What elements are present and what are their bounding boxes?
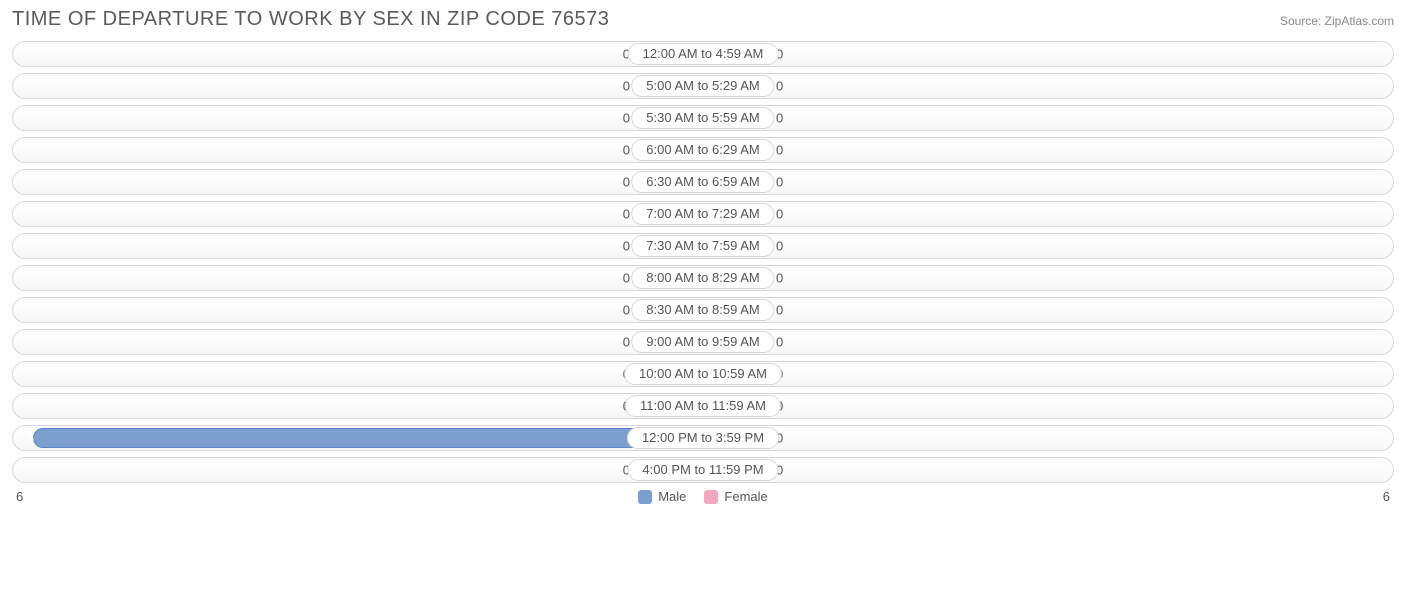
legend-item-male: Male [638, 489, 686, 504]
bar-row: 0 06:30 AM to 6:59 AM [12, 169, 1394, 195]
value-female: 0 [776, 143, 783, 158]
value-female: 0 [776, 239, 783, 254]
value-female: 0 [776, 175, 783, 190]
bar-row: 004:00 PM to 11:59 PM [12, 457, 1394, 483]
bar-row: 0 08:00 AM to 8:29 AM [12, 265, 1394, 291]
bar-row: 0012:00 AM to 4:59 AM [12, 41, 1394, 67]
value-male: 0 [623, 207, 630, 222]
chart-rows: 0012:00 AM to 4:59 AM005:00 AM to 5:29 A… [12, 41, 1394, 483]
chart-source: Source: ZipAtlas.com [1280, 14, 1394, 28]
value-male: 6 [27, 431, 34, 446]
axis-max-left: 6 [12, 489, 23, 504]
legend-label-male: Male [658, 489, 686, 504]
row-category-label: 7:00 AM to 7:29 AM [631, 203, 774, 225]
row-category-label: 12:00 PM to 3:59 PM [627, 427, 779, 449]
value-female: 0 [776, 335, 783, 350]
value-male: 0 [623, 239, 630, 254]
value-male: 0 [623, 335, 630, 350]
value-male: 0 [623, 111, 630, 126]
value-male: 0 [623, 175, 630, 190]
row-category-label: 9:00 AM to 9:59 AM [631, 331, 774, 353]
value-female: 0 [776, 111, 783, 126]
row-category-label: 6:00 AM to 6:29 AM [631, 139, 774, 161]
legend-label-female: Female [724, 489, 767, 504]
chart-legend: Male Female [638, 489, 768, 504]
bar-row: 0 08:30 AM to 8:59 AM [12, 297, 1394, 323]
row-category-label: 4:00 PM to 11:59 PM [627, 459, 778, 481]
value-female: 0 [776, 271, 783, 286]
value-male: 0 [623, 79, 630, 94]
chart-container: TIME OF DEPARTURE TO WORK BY SEX IN ZIP … [0, 0, 1406, 508]
bar-row: 0 06:00 AM to 6:29 AM [12, 137, 1394, 163]
bar-row: 0 09:00 AM to 9:59 AM [12, 329, 1394, 355]
value-female: 0 [776, 207, 783, 222]
row-category-label: 10:00 AM to 10:59 AM [624, 363, 782, 385]
row-category-label: 7:30 AM to 7:59 AM [631, 235, 774, 257]
row-category-label: 6:30 AM to 6:59 AM [631, 171, 774, 193]
row-category-label: 12:00 AM to 4:59 AM [628, 43, 779, 65]
chart-title: TIME OF DEPARTURE TO WORK BY SEX IN ZIP … [12, 8, 609, 31]
value-male: 0 [623, 303, 630, 318]
row-category-label: 8:00 AM to 8:29 AM [631, 267, 774, 289]
row-category-label: 8:30 AM to 8:59 AM [631, 299, 774, 321]
bar-row: 0 05:00 AM to 5:29 AM [12, 73, 1394, 99]
axis-max-right: 6 [1383, 489, 1394, 504]
value-female: 0 [776, 303, 783, 318]
bar-row: 0 05:30 AM to 5:59 AM [12, 105, 1394, 131]
bar-row: 0 07:30 AM to 7:59 AM [12, 233, 1394, 259]
chart-footer: 6 Male Female 6 [12, 489, 1394, 504]
row-category-label: 5:00 AM to 5:29 AM [631, 75, 774, 97]
row-category-label: 11:00 AM to 11:59 AM [625, 395, 781, 417]
legend-swatch-male [638, 490, 652, 504]
chart-header: TIME OF DEPARTURE TO WORK BY SEX IN ZIP … [12, 8, 1394, 31]
value-male: 0 [623, 143, 630, 158]
legend-item-female: Female [704, 489, 767, 504]
value-male: 0 [623, 271, 630, 286]
value-female: 0 [776, 79, 783, 94]
row-category-label: 5:30 AM to 5:59 AM [631, 107, 774, 129]
bar-row: 0011:00 AM to 11:59 AM [12, 393, 1394, 419]
legend-swatch-female [704, 490, 718, 504]
bar-male [33, 428, 703, 448]
bar-row: 0010:00 AM to 10:59 AM [12, 361, 1394, 387]
bar-row: 6012:00 PM to 3:59 PM [12, 425, 1394, 451]
bar-row: 0 07:00 AM to 7:29 AM [12, 201, 1394, 227]
